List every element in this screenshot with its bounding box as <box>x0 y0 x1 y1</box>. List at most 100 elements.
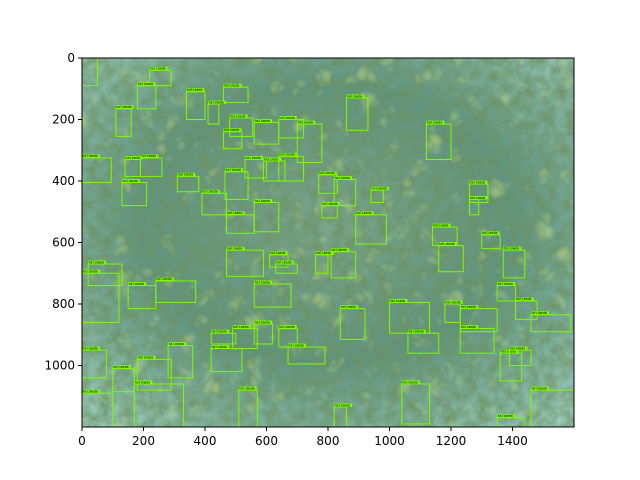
x-tick-label: 1400 <box>497 434 528 448</box>
detection-tag <box>318 171 337 175</box>
detection-rect <box>530 314 572 333</box>
detection-label: halimeda <box>212 345 227 349</box>
detection-tag <box>254 280 273 285</box>
detection-tag <box>269 251 288 255</box>
detection-box: halimeda <box>238 386 258 427</box>
detection-tag <box>497 282 516 286</box>
x-tick-label: 0 <box>78 434 86 448</box>
detection-box: halimeda <box>339 305 366 340</box>
detection-label: halimeda <box>356 211 371 215</box>
detection-tag <box>137 355 156 360</box>
detection-label: halimeda <box>113 365 128 369</box>
detection-tag <box>334 175 353 180</box>
detection-box: halimeda <box>530 386 574 427</box>
detection-label: halimeda <box>230 114 245 118</box>
detection-tag <box>88 260 107 265</box>
y-tick-label: 1000 <box>44 359 75 373</box>
detection-label: halimeda <box>470 180 485 184</box>
detection-label: halimeda <box>150 67 165 71</box>
detection-label: halimeda <box>498 282 513 286</box>
detection-label: halimeda <box>516 297 531 301</box>
detection-box: halimeda <box>253 199 280 233</box>
detection-box: halimeda <box>278 152 304 182</box>
detection-box: halimeda <box>275 260 298 274</box>
detection-box: halimeda <box>226 246 264 277</box>
detection-tag <box>321 202 340 206</box>
detection-box: halimeda <box>176 172 200 193</box>
detection-label: halimeda <box>202 190 217 194</box>
detection-label: halimeda <box>255 199 270 203</box>
detection-tag <box>155 277 174 281</box>
detection-boxes: halimeda halimeda halimeda halimeda halimeda… <box>82 55 574 427</box>
detection-tag <box>432 223 451 228</box>
detection-tag <box>460 305 479 309</box>
detection-tag <box>121 179 140 183</box>
detection-tag <box>224 168 243 172</box>
detection-tag <box>82 154 100 158</box>
detection-label: halimeda <box>116 105 131 109</box>
detection-label: halimeda <box>255 119 270 123</box>
detection-label: halimeda <box>141 154 156 158</box>
detection-label: halimeda <box>83 270 98 274</box>
detection-tag <box>297 120 316 125</box>
detection-tag <box>244 155 263 160</box>
detection-label: halimeda <box>83 154 98 158</box>
detection-tag <box>278 152 297 157</box>
detection-label: halimeda <box>255 280 270 284</box>
detection-label: halimeda <box>433 223 448 227</box>
detection-box: halimeda <box>232 325 258 350</box>
detection-rect <box>82 272 120 323</box>
detection-box: halimeda <box>333 175 357 207</box>
detection-label: halimeda <box>156 277 171 281</box>
detection-box: halimeda <box>530 311 572 333</box>
x-tick-label: 600 <box>255 434 278 448</box>
detection-tag <box>340 305 359 309</box>
detection-label: halimeda <box>224 84 239 88</box>
detection-box: halimeda <box>278 116 304 139</box>
detection-label: halimeda <box>402 380 417 384</box>
detection-box: halimeda <box>87 260 123 287</box>
detection-label: halimeda <box>298 120 313 124</box>
detection-tag <box>226 211 245 215</box>
detection-tag <box>426 120 445 125</box>
detection-tag <box>254 320 273 324</box>
detection-box: halimeda <box>149 67 172 87</box>
detection-box: halimeda <box>201 190 228 216</box>
detection-box: halimeda <box>136 82 157 110</box>
detection-label: halimeda <box>129 282 144 286</box>
detection-tag <box>82 55 100 59</box>
detection-tag <box>211 329 230 334</box>
detection-label: halimeda <box>245 156 260 160</box>
detection-box: halimeda <box>139 154 163 177</box>
detection-rect <box>253 283 292 308</box>
detection-tag <box>407 329 426 334</box>
detection-label: halimeda <box>335 403 350 407</box>
detection-label: halimeda <box>270 251 285 255</box>
detection-box: halimeda <box>224 168 249 200</box>
detection-label: halimeda <box>138 356 153 360</box>
x-tick-label: 1000 <box>374 434 405 448</box>
detection-box: halimeda <box>186 88 206 120</box>
detection-tag <box>137 82 156 86</box>
detection-label: halimeda <box>209 100 224 104</box>
detection-label: halimeda <box>335 176 350 180</box>
detection-rect <box>133 383 184 427</box>
detection-box: halimeda <box>207 100 227 125</box>
detection-label: halimeda <box>347 94 362 98</box>
detection-tag <box>254 199 273 203</box>
detection-tag <box>331 248 350 252</box>
detection-label: halimeda <box>445 300 460 304</box>
detection-tag <box>355 211 374 215</box>
detection-tag <box>82 269 100 274</box>
detection-label: halimeda <box>461 325 476 329</box>
detection-label: halimeda <box>279 325 294 329</box>
detection-tag <box>177 172 196 177</box>
detection-tag <box>444 300 463 304</box>
detection-rect <box>155 280 197 303</box>
detection-tag <box>140 154 159 158</box>
detection-tag <box>278 325 297 329</box>
detection-label: halimeda <box>83 346 98 350</box>
detection-tag <box>232 325 251 329</box>
y-tick-label: 200 <box>52 113 75 127</box>
detection-tag <box>315 251 334 255</box>
